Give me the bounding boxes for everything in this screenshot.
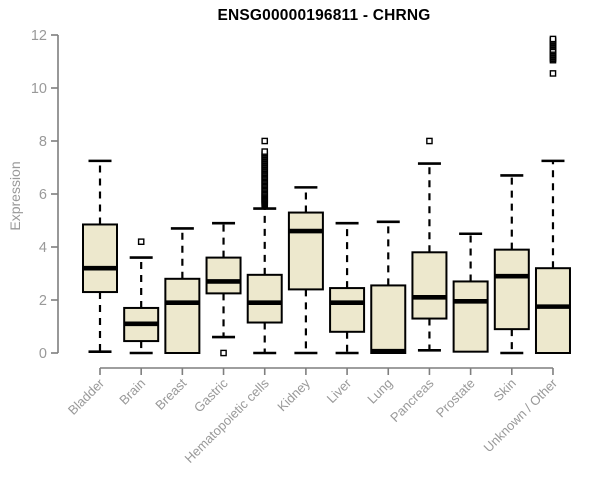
- iqr-box: [452, 280, 489, 353]
- y-tick-label: 2: [39, 293, 47, 309]
- boxplot-brain: [123, 238, 160, 355]
- x-category-label-liver: Liver: [324, 375, 355, 406]
- x-category-label-unknown-other: Unknown / Other: [481, 375, 561, 455]
- x-category-label-brain: Brain: [116, 376, 148, 408]
- y-tick-label: 0: [39, 346, 47, 362]
- y-tick-label: 8: [39, 134, 47, 150]
- iqr-box: [246, 273, 283, 324]
- boxplot-gastric: [205, 221, 242, 357]
- x-category-label-prostate: Prostate: [433, 376, 478, 421]
- outlier-point: [549, 70, 557, 77]
- iqr-box: [370, 284, 407, 354]
- outlier-point: [426, 137, 433, 145]
- x-category-label-breast: Breast: [152, 375, 189, 412]
- boxplot-pancreas: [411, 137, 448, 352]
- outlier-point: [137, 238, 145, 246]
- boxplot-hematopoietic-cells: [246, 137, 283, 355]
- x-category-label-gastric: Gastric: [191, 375, 231, 415]
- x-category-label-pancreas: Pancreas: [387, 375, 437, 425]
- iqr-box: [534, 267, 571, 355]
- x-category-label-kidney: Kidney: [274, 375, 313, 414]
- iqr-box: [411, 251, 448, 320]
- boxplot-unknown-other: [534, 35, 571, 355]
- iqr-box: [329, 287, 366, 333]
- boxplot-prostate: [452, 232, 489, 353]
- iqr-box: [493, 248, 530, 331]
- chart-title: ENSG00000196811 - CHRNG: [217, 7, 431, 24]
- boxplot-bladder: [82, 159, 118, 353]
- iqr-box: [205, 256, 242, 295]
- boxplot-liver: [329, 221, 366, 355]
- boxplot-breast: [164, 227, 201, 354]
- y-axis-title: Expression: [7, 161, 23, 231]
- outlier-point: [261, 148, 269, 155]
- outlier-point: [549, 35, 557, 43]
- y-tick-label: 10: [31, 81, 47, 97]
- boxplot-skin: [493, 174, 530, 355]
- x-category-label-skin: Skin: [490, 376, 518, 404]
- boxplot-kidney: [287, 186, 324, 355]
- y-tick-label: 12: [31, 28, 47, 44]
- x-category-label-bladder: Bladder: [65, 375, 108, 418]
- outlier-point: [261, 137, 269, 145]
- boxplot-lung: [370, 220, 407, 354]
- outlier-point: [220, 349, 227, 357]
- iqr-box: [164, 277, 201, 354]
- iqr-box: [82, 223, 118, 294]
- iqr-box: [287, 211, 324, 291]
- y-tick-label: 6: [39, 187, 47, 203]
- y-tick-label: 4: [39, 240, 47, 256]
- x-category-label-lung: Lung: [364, 376, 395, 407]
